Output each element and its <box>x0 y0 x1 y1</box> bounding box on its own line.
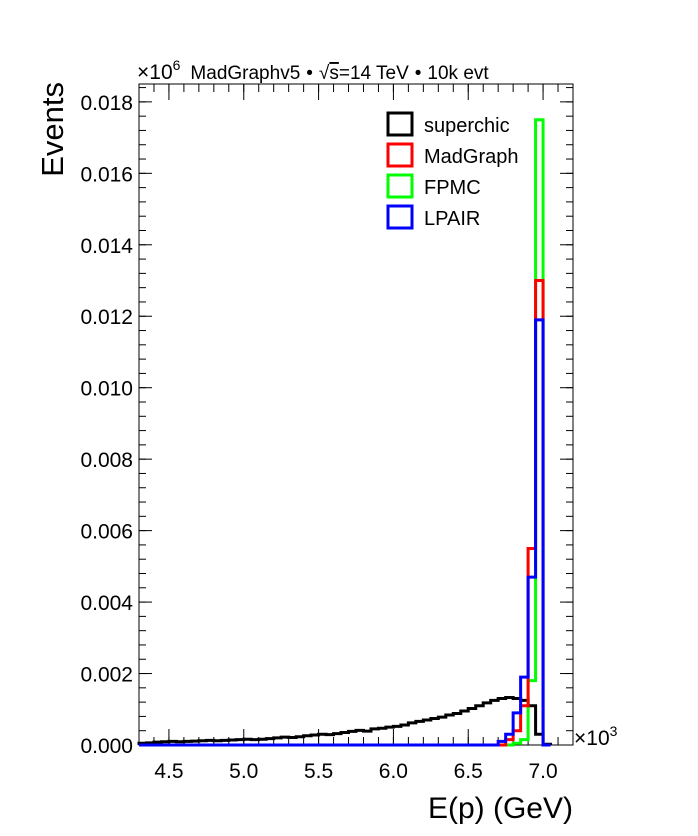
x-tick-label: 7.0 <box>528 760 557 783</box>
axis-ticks: 4.5 5.0 5.5 6.0 6.5 7.0 0.000 0.002 0.004 0.006 0.… <box>80 84 574 783</box>
legend-label-superchic: superchic <box>424 115 510 137</box>
y-tick-label: 0.012 <box>80 306 133 329</box>
chart-header: ×106 MadGraphv5 • √s=14 TeV • 10k evt <box>137 57 489 84</box>
y-tick-label: 0.010 <box>80 378 133 401</box>
plot-area <box>138 83 574 746</box>
header-events: 10k evt <box>427 63 489 84</box>
y-tick-label: 0.008 <box>80 449 133 472</box>
y-tick-label: 0.004 <box>80 592 133 615</box>
legend-swatch-fpmc <box>386 173 414 199</box>
plot-frame <box>138 83 574 746</box>
header-generator: MadGraphv5 <box>190 63 300 84</box>
series-line-superchic <box>137 695 553 746</box>
legend: superchic MadGraph FPMC LPAIR <box>386 111 519 230</box>
x-axis-title: E(p) (GeV) <box>428 792 573 825</box>
series <box>137 118 553 747</box>
series-line-madgraph <box>139 279 551 747</box>
x-tick-label: 6.5 <box>454 760 483 783</box>
x-multiplier: ×103 <box>574 723 618 750</box>
header-energy: =14 TeV <box>339 63 409 84</box>
x-tick-label: 5.0 <box>229 760 258 783</box>
series-line-lpair <box>139 318 551 747</box>
y-axis-title: Events <box>35 82 70 177</box>
x-tick-label: 6.0 <box>379 760 408 783</box>
legend-label-fpmc: FPMC <box>424 177 481 199</box>
x-tick-label: 5.5 <box>304 760 333 783</box>
legend-swatch-madgraph <box>386 142 414 168</box>
series-line-fpmc <box>139 118 551 747</box>
y-tick-label: 0.018 <box>80 92 133 115</box>
legend-label-lpair: LPAIR <box>424 208 480 230</box>
y-multiplier: ×10 <box>137 61 173 84</box>
x-tick-label: 4.5 <box>154 760 183 783</box>
legend-swatch-lpair <box>386 204 414 230</box>
y-tick-label: 0.006 <box>80 521 133 544</box>
y-tick-label: 0.000 <box>80 735 133 758</box>
legend-swatch-superchic <box>386 111 414 137</box>
y-tick-label: 0.016 <box>80 163 133 186</box>
legend-label-madgraph: MadGraph <box>424 146 519 168</box>
y-tick-label: 0.002 <box>80 664 133 687</box>
y-multiplier-power: 6 <box>173 57 181 73</box>
y-tick-label: 0.014 <box>80 235 133 258</box>
